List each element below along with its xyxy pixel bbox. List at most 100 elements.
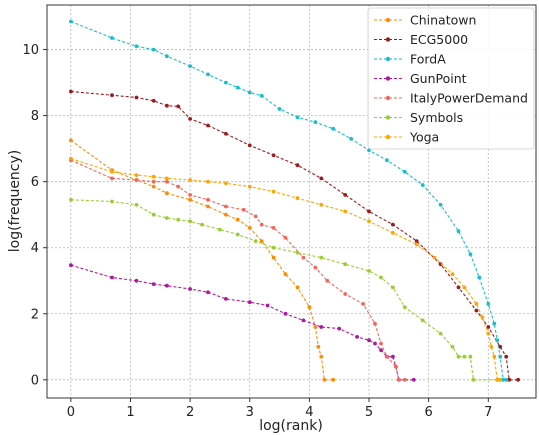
data-point-yoga (492, 354, 497, 359)
data-point-yoga (480, 315, 485, 319)
series-line-chinatown (70, 139, 334, 381)
data-point-gunpoint (411, 377, 416, 382)
data-point-ecg5000 (188, 117, 193, 121)
x-tick-label: 7 (484, 405, 492, 420)
data-point-forda (331, 126, 336, 131)
legend-item-gunpoint: GunPoint (374, 71, 467, 86)
legend-swatch-marker (385, 134, 391, 140)
series-line-gunpoint (70, 264, 414, 381)
data-point-symbols (165, 216, 169, 220)
grid (47, 5, 536, 398)
data-point-yoga (247, 184, 252, 189)
data-point-symbols (253, 239, 258, 244)
legend-label: ItalyPowerDemand (410, 91, 528, 106)
series-line-forda (70, 20, 507, 381)
data-point-ecg5000 (391, 222, 395, 227)
data-point-gunpoint (69, 263, 73, 268)
data-point-gunpoint (134, 278, 139, 283)
data-point-gunpoint (355, 335, 359, 339)
series-symbols (69, 197, 500, 382)
x-tick-label: 1 (126, 405, 134, 420)
data-point-chinatown (313, 325, 318, 329)
data-point-yoga (462, 285, 467, 290)
data-point-italypowerdemand (259, 222, 264, 227)
data-point-ecg5000 (504, 354, 509, 359)
data-point-symbols (235, 232, 240, 237)
data-point-symbols (456, 354, 461, 359)
data-point-ecg5000 (319, 176, 324, 181)
data-point-chinatown (316, 344, 321, 349)
data-point-yoga (495, 377, 500, 382)
data-point-chinatown (283, 272, 288, 277)
x-tick-label: 2 (186, 405, 194, 420)
data-point-italypowerdemand (313, 265, 318, 270)
data-point-ecg5000 (456, 285, 461, 290)
data-point-forda (501, 377, 506, 382)
data-point-forda (235, 85, 240, 90)
legend-box (367, 7, 535, 150)
legend-swatch-marker (385, 17, 391, 23)
data-point-italypowerdemand (394, 364, 398, 369)
data-point-ecg5000 (516, 377, 520, 382)
data-point-ecg5000 (224, 131, 228, 136)
legend-item-forda: FordA (374, 52, 446, 67)
data-point-ecg5000 (414, 239, 419, 244)
data-point-gunpoint (188, 287, 193, 291)
data-point-forda (495, 338, 500, 343)
data-point-yoga (486, 331, 491, 336)
data-point-forda (349, 136, 353, 141)
legend: Chinatown ECG5000 FordA GunPoint ItalyPowerD… (367, 7, 535, 150)
data-point-gunpoint (373, 341, 377, 346)
data-point-forda (456, 229, 461, 234)
data-point-yoga (343, 209, 348, 214)
legend-label: Chinatown (410, 13, 476, 28)
data-point-forda (277, 107, 282, 111)
data-point-italypowerdemand (188, 193, 193, 197)
data-point-symbols (176, 217, 181, 222)
data-point-ecg5000 (151, 98, 156, 103)
data-point-italypowerdemand (134, 178, 139, 182)
data-point-italypowerdemand (224, 204, 228, 209)
data-point-symbols (271, 245, 276, 250)
series-chinatown (69, 138, 336, 382)
legend-item-symbols: Symbols (374, 110, 463, 125)
x-tick-label: 5 (365, 405, 373, 420)
data-point-symbols (438, 331, 443, 336)
data-point-italypowerdemand (151, 179, 156, 184)
data-point-yoga (295, 196, 300, 201)
y-axis-label: log(frequency) (7, 150, 23, 252)
data-point-forda (468, 252, 473, 257)
data-point-forda (486, 302, 491, 306)
data-point-forda (492, 321, 497, 326)
data-point-ecg5000 (486, 325, 491, 329)
data-point-yoga (110, 169, 114, 174)
data-point-italypowerdemand (325, 278, 330, 283)
data-point-ecg5000 (271, 153, 276, 158)
legend-label: Yoga (409, 130, 439, 145)
legend-swatch-marker (385, 37, 391, 42)
plot-frame (46, 4, 537, 399)
data-point-italypowerdemand (301, 255, 306, 260)
legend-label: Symbols (410, 110, 463, 125)
data-point-yoga (188, 178, 193, 182)
data-point-gunpoint (206, 290, 210, 295)
data-point-forda (110, 36, 114, 40)
data-point-symbols (420, 318, 425, 323)
data-point-gunpoint (151, 282, 156, 286)
data-point-forda (259, 93, 264, 98)
data-point-chinatown (206, 204, 210, 209)
data-point-forda (420, 183, 425, 187)
data-point-forda (206, 72, 210, 77)
data-point-chinatown (295, 285, 300, 290)
data-point-symbols (367, 269, 371, 273)
data-point-chinatown (259, 239, 264, 244)
data-point-chinatown (165, 191, 169, 196)
data-point-yoga (271, 189, 276, 194)
data-point-gunpoint (165, 283, 169, 288)
data-point-ecg5000 (69, 89, 73, 94)
legend-swatch-marker (385, 95, 391, 101)
data-point-ecg5000 (206, 123, 210, 128)
data-point-chinatown (271, 255, 276, 260)
legend-swatch-marker (385, 76, 391, 81)
data-point-symbols (134, 202, 139, 207)
